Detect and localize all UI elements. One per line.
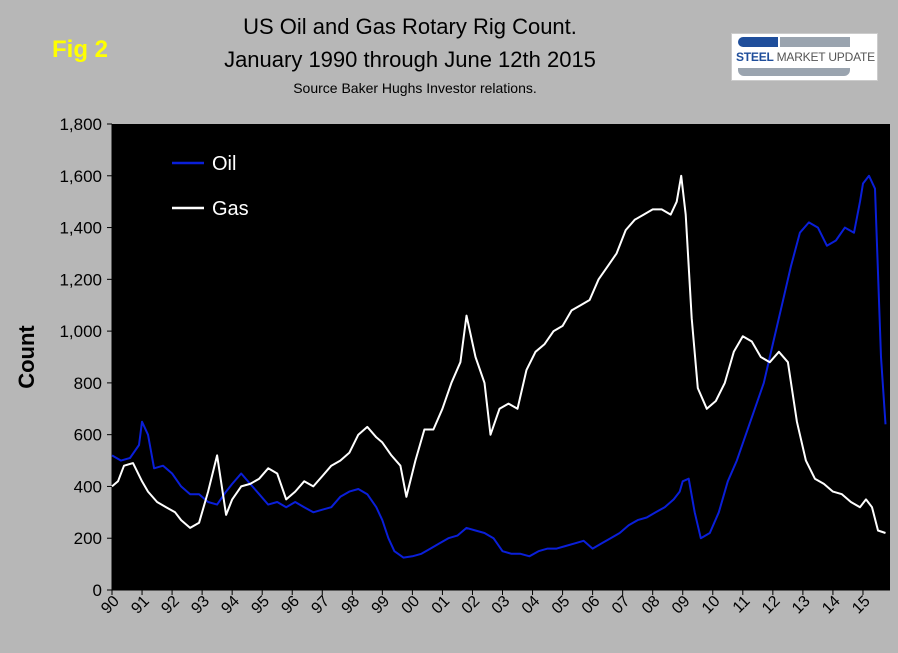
legend-label-oil: Oil bbox=[212, 153, 236, 175]
x-tick-label: 98 bbox=[339, 593, 364, 618]
y-tick-label: 1,000 bbox=[59, 322, 102, 341]
y-tick-label: 1,400 bbox=[59, 219, 102, 238]
chart-title-line-1: US Oil and Gas Rotary Rig Count. bbox=[243, 14, 577, 39]
y-axis-label: Count bbox=[14, 325, 39, 389]
x-tick-label: 13 bbox=[789, 593, 814, 618]
x-tick-label: 12 bbox=[759, 593, 784, 618]
y-tick-label: 800 bbox=[74, 374, 102, 393]
y-tick-label: 1,200 bbox=[59, 270, 102, 289]
logo-word-market-update: MARKET UPDATE bbox=[776, 50, 876, 64]
x-tick-label: 15 bbox=[849, 593, 874, 618]
legend: Oil Gas bbox=[165, 141, 267, 231]
y-tick-label: 1,600 bbox=[59, 167, 102, 186]
steel-market-update-logo: STEEL MARKET UPDATE bbox=[731, 33, 878, 81]
x-tick-label: 93 bbox=[188, 593, 213, 618]
x-axis: 90 91 92 93 94 95 96 97 98 99 00 01 02 03 04 05 06 07 08 09… bbox=[98, 589, 890, 618]
x-tick-label: 11 bbox=[730, 593, 754, 617]
x-tick-label: 03 bbox=[489, 593, 514, 618]
logo-swoosh-left bbox=[738, 37, 778, 47]
logo-word-steel: STEEL bbox=[736, 50, 774, 64]
legend-label-gas: Gas bbox=[212, 198, 249, 220]
x-tick-label: 01 bbox=[429, 593, 454, 618]
logo-text: STEEL MARKET UPDATE bbox=[736, 50, 875, 64]
series-line-gas bbox=[111, 174, 886, 534]
x-tick-label: 09 bbox=[669, 593, 694, 618]
x-tick-label: 08 bbox=[639, 593, 664, 618]
x-tick-label: 96 bbox=[278, 593, 303, 618]
y-tick-label: 600 bbox=[74, 426, 102, 445]
y-tick-label: 400 bbox=[74, 477, 102, 496]
x-tick-label: 04 bbox=[519, 593, 544, 618]
y-axis: 0 200 400 600 800 1,000 1,200 1,400 1,600 1,800 bbox=[59, 115, 113, 600]
series-group bbox=[111, 174, 887, 559]
x-tick-label: 97 bbox=[308, 593, 333, 618]
chart-subtitle: Source Baker Hughs Investor relations. bbox=[293, 80, 537, 96]
x-tick-label: 10 bbox=[699, 593, 724, 618]
y-tick-label: 1,800 bbox=[59, 115, 102, 134]
x-tick-label: 14 bbox=[819, 593, 844, 618]
x-tick-label: 94 bbox=[218, 593, 243, 618]
x-tick-label: 91 bbox=[128, 593, 153, 618]
logo-underline bbox=[738, 68, 850, 76]
chart-title-line-2: January 1990 through June 12th 2015 bbox=[224, 47, 596, 72]
x-tick-label: 05 bbox=[549, 593, 574, 618]
x-tick-label: 02 bbox=[459, 593, 484, 618]
x-tick-label: 07 bbox=[609, 593, 634, 618]
legend-box bbox=[165, 141, 267, 231]
logo-swoosh-right bbox=[780, 37, 850, 47]
x-tick-label: 06 bbox=[579, 593, 604, 618]
y-tick-label: 200 bbox=[74, 529, 102, 548]
y-tick-label: 0 bbox=[93, 581, 102, 600]
x-tick-label: 99 bbox=[369, 593, 394, 618]
x-tick-label: 92 bbox=[158, 593, 183, 618]
series-line-oil bbox=[111, 174, 887, 559]
x-tick-label: 95 bbox=[248, 593, 273, 618]
figure-label: Fig 2 bbox=[52, 36, 109, 63]
x-tick-label: 00 bbox=[399, 593, 424, 618]
